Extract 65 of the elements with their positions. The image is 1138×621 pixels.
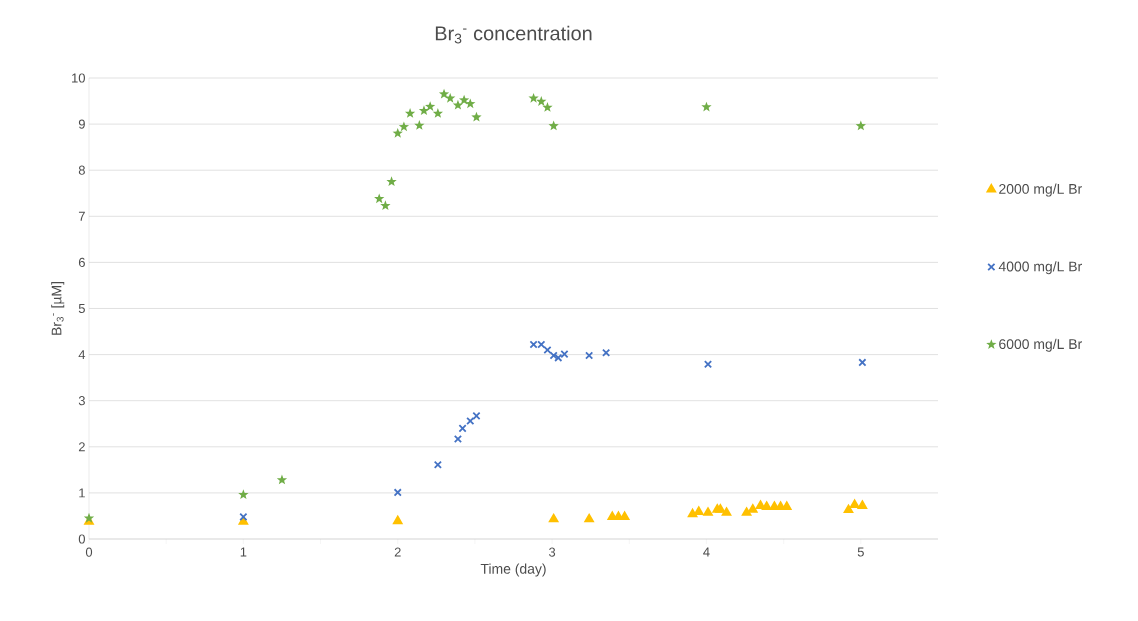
point — [471, 111, 482, 122]
x-tick-label: 2 — [394, 547, 401, 557]
point — [386, 176, 397, 187]
x-tick-label: 3 — [549, 547, 556, 557]
point — [380, 200, 391, 211]
y-tick-label: 4 — [78, 350, 86, 360]
y-tick-label: 5 — [78, 303, 85, 314]
point — [536, 96, 547, 106]
point — [543, 345, 552, 355]
y-tick-label: 0 — [78, 534, 85, 544]
point — [393, 488, 402, 497]
point — [466, 416, 475, 426]
point — [458, 94, 470, 105]
point — [374, 193, 385, 204]
point — [465, 98, 476, 109]
point — [858, 358, 867, 367]
point — [432, 108, 443, 118]
chart-title: Br$_{3}$$^{-}$ concentration — [435, 25, 592, 44]
point — [761, 501, 772, 510]
point — [433, 460, 442, 469]
y-tick-label: 10 — [72, 73, 85, 83]
y-tick-label: 1 — [79, 488, 85, 498]
point — [843, 504, 854, 514]
x-tick-label: 1 — [240, 547, 247, 557]
point — [398, 121, 410, 132]
y-tick-label: 3 — [78, 396, 85, 406]
point — [414, 120, 425, 130]
y-tick-label: 6 — [78, 257, 85, 267]
y-tick-label: 9 — [78, 119, 85, 129]
point — [584, 513, 594, 523]
x-tick-label: 0 — [85, 547, 93, 557]
legend-label: 4000 mg/L Br — [998, 261, 1082, 275]
point — [542, 102, 553, 112]
legend-label: 6000 mg/L Br — [999, 338, 1082, 352]
point — [703, 360, 713, 369]
point — [238, 516, 249, 525]
y-tick-label: 8 — [78, 165, 85, 175]
point — [392, 515, 403, 525]
point — [458, 424, 467, 433]
x-tick-label: 5 — [857, 547, 864, 557]
point — [83, 512, 95, 523]
point — [548, 120, 559, 131]
point — [425, 101, 436, 111]
x-tick-label: 4 — [703, 547, 710, 557]
point — [703, 507, 713, 516]
point — [747, 504, 758, 513]
y-axis-title: Br$_{3}$$^{-}$ [µM] — [51, 282, 65, 335]
y-tick-label: 2 — [78, 442, 85, 452]
legend-label: 2000 mg/L Br — [999, 183, 1082, 197]
x-axis-title: Time (day) — [480, 563, 546, 577]
point — [452, 99, 464, 110]
y-tick-label: 7 — [78, 211, 85, 221]
point — [528, 92, 539, 103]
point — [849, 499, 860, 509]
point — [276, 474, 288, 485]
point — [602, 348, 611, 357]
point — [438, 88, 450, 99]
point — [445, 92, 456, 103]
point — [721, 507, 732, 516]
point — [238, 489, 249, 500]
point — [453, 434, 463, 444]
point — [701, 101, 712, 112]
point — [857, 500, 868, 509]
point — [548, 513, 559, 523]
point — [855, 120, 866, 131]
